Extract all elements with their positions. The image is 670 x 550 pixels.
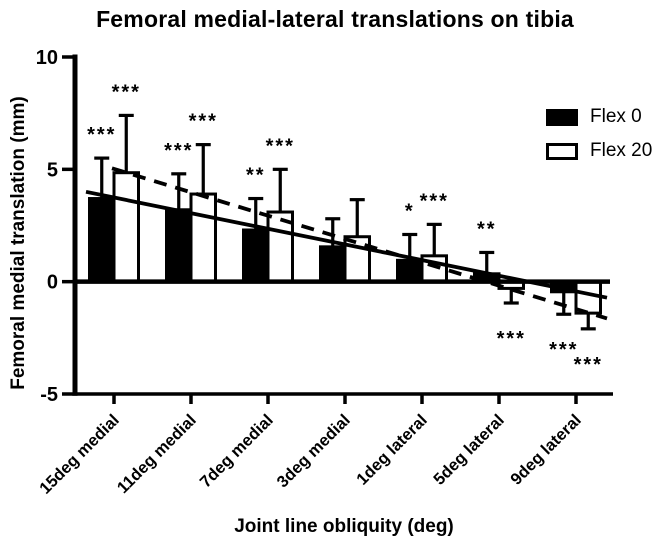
x-category-label: 3deg medial bbox=[274, 411, 354, 491]
bar-flex20-0 bbox=[112, 171, 140, 284]
significance-stars: *** bbox=[549, 339, 578, 361]
significance-stars: *** bbox=[497, 328, 526, 350]
bar-flex0-4 bbox=[396, 258, 424, 284]
legend-swatch-flex-0 bbox=[546, 108, 578, 126]
x-category-label: 11deg medial bbox=[114, 411, 200, 497]
bar-flex0-3 bbox=[319, 245, 347, 284]
y-tick-label: -5 bbox=[40, 384, 58, 406]
trend-line-solid bbox=[85, 189, 608, 300]
significance-stars: *** bbox=[87, 124, 116, 146]
significance-stars: *** bbox=[574, 354, 603, 376]
significance-stars: *** bbox=[112, 81, 141, 103]
x-category-label: 15deg medial bbox=[36, 411, 123, 498]
significance-stars: * bbox=[405, 200, 415, 222]
legend-label-flex-0: Flex 0 bbox=[590, 106, 642, 127]
legend: Flex 0 Flex 20 bbox=[546, 106, 652, 174]
bar-flex20-1 bbox=[189, 192, 217, 284]
y-tick-label: 0 bbox=[47, 272, 58, 294]
x-category-label: 5deg lateral bbox=[430, 411, 508, 489]
significance-stars: *** bbox=[266, 135, 295, 157]
chart-title: Femoral medial-lateral translations on t… bbox=[96, 6, 574, 32]
bar-flex0-1 bbox=[165, 208, 193, 284]
x-category-label: 9deg lateral bbox=[507, 411, 585, 489]
legend-item-flex-0: Flex 0 bbox=[546, 106, 652, 128]
x-axis-title: Joint line obliquity (deg) bbox=[234, 516, 454, 537]
y-tick-label: 10 bbox=[36, 47, 58, 69]
y-tick-label: 5 bbox=[47, 159, 58, 181]
legend-item-flex-20: Flex 20 bbox=[546, 140, 652, 162]
bar-flex0-2 bbox=[242, 228, 270, 284]
significance-stars: ** bbox=[246, 165, 266, 187]
bar-flex0-0 bbox=[88, 197, 116, 284]
legend-swatch-flex-20 bbox=[546, 142, 578, 160]
significance-stars: *** bbox=[164, 140, 193, 162]
x-category-label: 1deg lateral bbox=[353, 411, 431, 489]
legend-label-flex-20: Flex 20 bbox=[590, 140, 653, 161]
significance-stars: *** bbox=[189, 111, 218, 133]
significance-stars: ** bbox=[477, 218, 497, 240]
x-category-label: 7deg medial bbox=[197, 411, 277, 491]
significance-stars: *** bbox=[420, 190, 449, 212]
